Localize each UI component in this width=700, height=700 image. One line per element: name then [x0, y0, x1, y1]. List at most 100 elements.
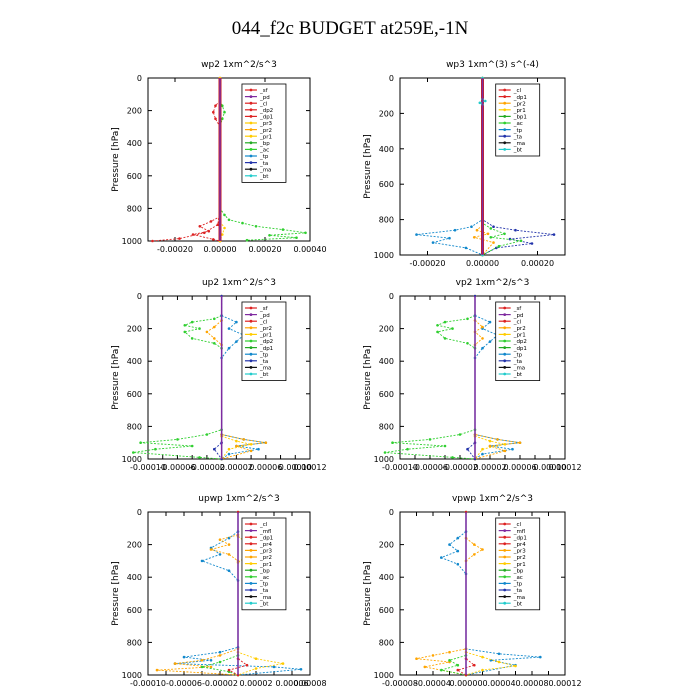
legend-entry: _tp [513, 128, 523, 134]
data-point [235, 340, 238, 343]
data-point [453, 228, 457, 232]
data-point [488, 444, 492, 448]
data-point [209, 548, 213, 551]
y-tick-label: 0 [389, 292, 394, 301]
data-point [213, 342, 216, 345]
data-point [299, 668, 303, 671]
data-point [514, 664, 517, 668]
panel-1: wp2 1xm^2/s^3 Pressure [hPa] 0 200 400 600 800… [111, 60, 327, 254]
series-line-ta [466, 296, 476, 460]
legend-marker [503, 346, 507, 349]
data-point [383, 451, 387, 454]
data-point [473, 663, 476, 667]
y-tick-label: 200 [379, 541, 394, 550]
data-point [415, 233, 418, 236]
data-point [436, 324, 439, 327]
data-point [205, 433, 209, 436]
legend-marker [249, 134, 253, 138]
x-tick-label: -0.00002 [202, 679, 238, 688]
legend-marker [249, 88, 253, 92]
data-point [489, 227, 493, 230]
legend-marker [503, 95, 507, 98]
legend-entry: _pr2 [513, 101, 526, 107]
x-tick-label: 0.00006 [249, 463, 282, 472]
legend-marker [249, 359, 253, 363]
data-point [481, 346, 484, 350]
data-point [190, 444, 194, 448]
legend-entry: _dp1 [513, 95, 527, 101]
legend-marker [249, 366, 253, 369]
legend-entry: _ma [259, 366, 271, 372]
legend-entry: _bp [513, 568, 524, 574]
legend-entry: _ta [259, 161, 268, 167]
y-tick-label: 800 [127, 422, 142, 431]
legend-box [241, 83, 287, 183]
x-tick-label: -0.00004 [415, 679, 451, 688]
data-point [221, 233, 224, 236]
x-tick-label: 0.00002 [239, 679, 272, 688]
legend-marker [503, 522, 507, 526]
data-point [466, 317, 469, 321]
panel-title: vp2 1xm^2/s^3 [456, 278, 530, 288]
data-point [154, 447, 157, 451]
data-point [191, 233, 195, 236]
data-point [223, 226, 226, 230]
data-point [213, 337, 216, 340]
data-point [440, 556, 443, 559]
legend-marker [503, 121, 507, 125]
legend-marker [249, 115, 253, 118]
data-point [456, 549, 460, 553]
legend-marker [249, 326, 253, 330]
x-tick-label: -0.00010 [130, 679, 166, 688]
panel-2: wp3 1xm^(3) s^(-4) Pressure [hPa] 0 200 400 6… [363, 60, 566, 268]
data-point [218, 553, 222, 556]
x-tick-label: 0.00004 [482, 679, 515, 688]
legend-entry: _pr1 [513, 333, 526, 339]
panel-title: up2 1xm^2/s^3 [202, 278, 276, 288]
data-point [481, 447, 484, 451]
y-tick-label: 800 [379, 422, 394, 431]
x-tick-label: 0.00020 [248, 245, 281, 254]
data-point [212, 238, 215, 241]
data-point [456, 562, 460, 566]
legend-entry: _tp [513, 582, 523, 588]
y-axis-label: Pressure [hPa] [111, 345, 121, 410]
legend-marker [249, 549, 253, 552]
data-point [295, 236, 298, 239]
data-point [466, 447, 469, 451]
y-tick-label: 400 [379, 357, 394, 366]
legend-marker [249, 522, 253, 526]
legend-marker [249, 529, 253, 532]
legend-marker [249, 346, 253, 349]
legend-entry: _bt [513, 148, 523, 154]
y-tick-label: 1000 [374, 251, 394, 260]
data-point [448, 543, 451, 546]
legend-marker [503, 595, 507, 598]
y-tick-label: 200 [127, 107, 142, 116]
data-point [481, 668, 484, 672]
x-tick-label: 0.00012 [293, 463, 326, 472]
data-point [227, 452, 231, 456]
data-point [176, 438, 179, 441]
x-tick-label: -0.00020 [410, 259, 446, 268]
data-point [481, 655, 484, 659]
series-line-ac [482, 78, 522, 256]
data-point [470, 225, 473, 228]
legend-entry: _pr2 [513, 555, 526, 561]
data-point [178, 237, 181, 240]
data-point [443, 444, 447, 448]
legend-entry: _ma [513, 141, 525, 147]
x-tick-label: 0.00006 [503, 463, 536, 472]
legend-marker [503, 88, 507, 92]
y-tick-label: 400 [127, 139, 142, 148]
legend-marker [503, 601, 507, 605]
legend-marker [249, 167, 253, 171]
data-point [458, 433, 462, 436]
legend-entry: _tp [513, 352, 523, 358]
y-tick-label: 400 [127, 357, 142, 366]
series-line-ta [482, 78, 555, 256]
y-tick-label: 200 [127, 541, 142, 550]
legend-entry: _ma [513, 595, 525, 601]
legend-marker [249, 339, 253, 343]
